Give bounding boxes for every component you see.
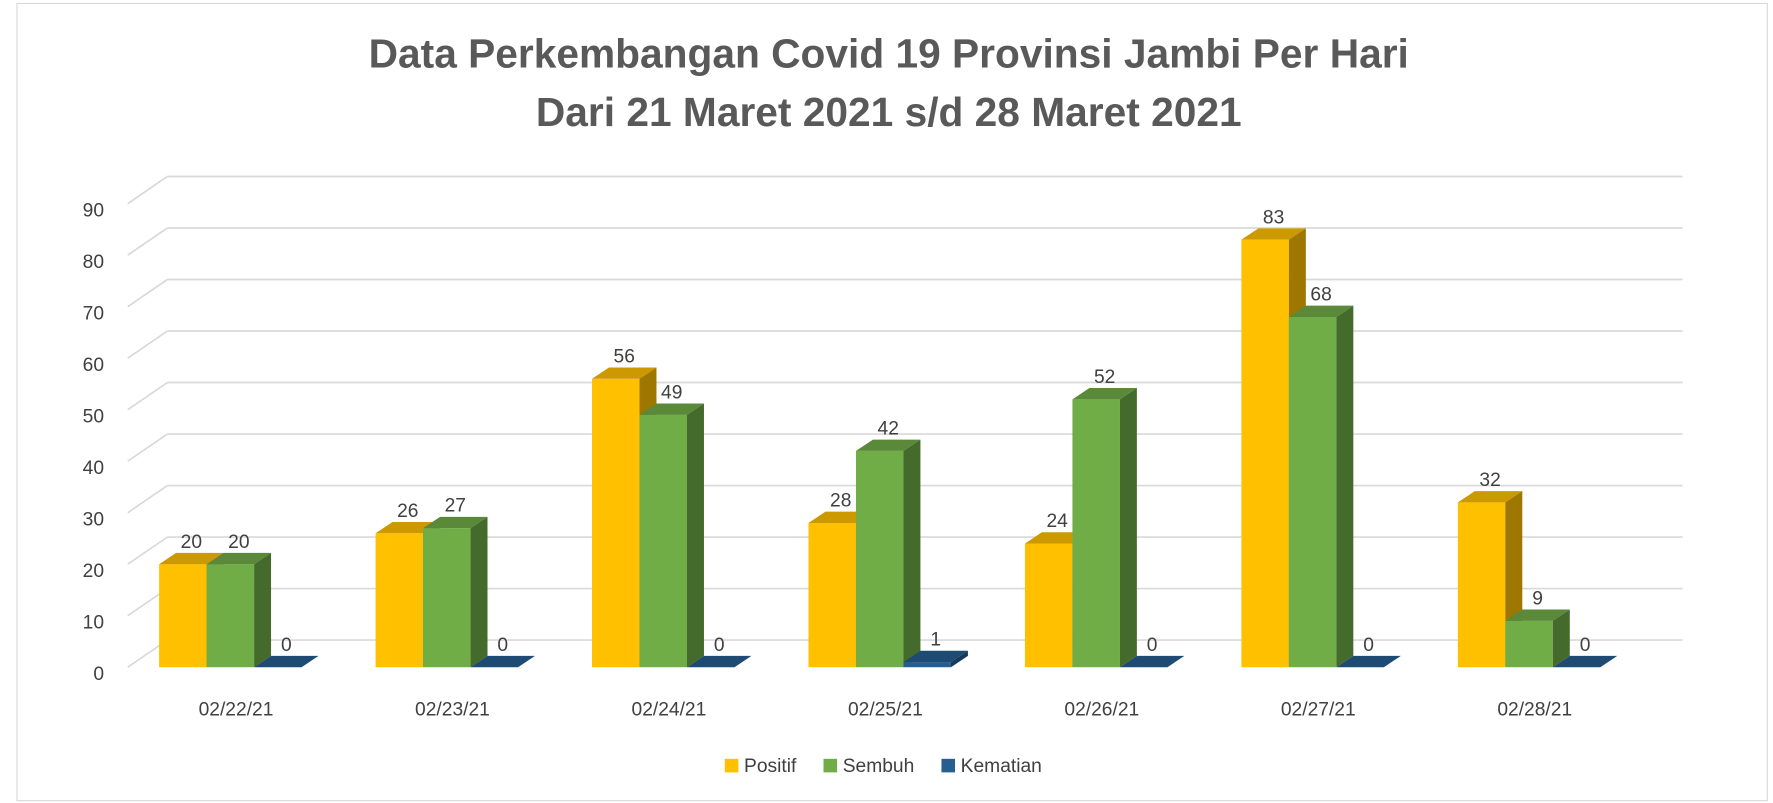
x-tick-label: 02/22/21 (199, 699, 274, 720)
x-tick-label: 02/26/21 (1064, 699, 1139, 720)
bar-front (1457, 502, 1506, 668)
data-label: 56 (614, 346, 635, 367)
bar-front (206, 564, 255, 668)
legend-swatch (941, 758, 956, 773)
y-tick-label: 70 (83, 304, 104, 325)
data-label: 42 (878, 418, 899, 439)
y-tick-label: 80 (83, 252, 104, 273)
bar-front (159, 564, 207, 668)
data-label: 52 (1094, 367, 1115, 388)
data-label: 0 (1147, 635, 1158, 656)
y-tick-label: 20 (83, 561, 104, 582)
data-label: 0 (497, 635, 508, 656)
y-tick-label: 50 (83, 407, 104, 428)
bar-top (855, 439, 921, 451)
legend-swatch (823, 758, 838, 773)
bar-top (1505, 609, 1570, 621)
y-tick-label: 90 (83, 201, 104, 222)
bar-side (1336, 305, 1354, 668)
bar-top (159, 552, 224, 565)
bar-front (375, 533, 424, 668)
bar-top (254, 655, 319, 668)
bar-side (470, 516, 488, 668)
bar-top (1336, 655, 1401, 668)
grid-line-side (127, 433, 168, 462)
data-label: 9 (1532, 588, 1543, 609)
bar-top (687, 655, 752, 668)
data-label: 0 (714, 635, 725, 656)
bar-top (1457, 491, 1523, 503)
bar-front (903, 662, 951, 668)
data-label: 83 (1263, 207, 1284, 228)
data-label: 1 (930, 630, 941, 651)
grid-line-side (127, 536, 168, 565)
y-tick-label: 40 (83, 458, 104, 479)
data-label: 0 (1580, 635, 1591, 656)
bar-side (950, 650, 968, 668)
bar-front (1288, 316, 1337, 668)
bar-top (1119, 655, 1185, 668)
legend-label: Kematian (961, 756, 1042, 777)
data-label: 24 (1046, 511, 1068, 532)
bar-top (639, 403, 704, 415)
x-tick-label: 02/28/21 (1497, 699, 1572, 720)
data-label: 28 (830, 491, 851, 512)
bar-front (1072, 399, 1120, 668)
grid-line-side (127, 330, 168, 359)
bar-front (423, 528, 471, 668)
bar-front (855, 450, 904, 668)
x-tick-label: 02/25/21 (848, 699, 923, 720)
bar-side (1552, 609, 1570, 668)
bar-front (808, 522, 856, 668)
y-tick-label: 0 (93, 664, 104, 685)
bar-top (1072, 388, 1137, 400)
data-label: 20 (228, 532, 249, 553)
bar-front (639, 414, 688, 668)
bar-top (592, 367, 657, 379)
legend-swatch (724, 758, 739, 773)
bar-top (1288, 305, 1354, 317)
chart-title: Data Perkembangan Covid 19 Provinsi Jamb… (369, 30, 1409, 76)
legend-label: Sembuh (843, 756, 915, 777)
bar-top (903, 650, 968, 663)
data-label: 68 (1310, 285, 1331, 306)
grid-line-side (127, 227, 168, 256)
data-label: 32 (1479, 470, 1500, 491)
y-tick-label: 30 (83, 510, 104, 531)
bar-side (687, 403, 704, 668)
y-tick-label: 10 (83, 613, 104, 634)
data-label: 49 (661, 382, 682, 403)
x-tick-label: 02/23/21 (415, 699, 490, 720)
data-label: 27 (445, 496, 466, 517)
chart-subtitle: Dari 21 Maret 2021 s/d 28 Maret 2021 (536, 89, 1242, 135)
grid-line-side (127, 381, 168, 411)
bar-top (1552, 655, 1618, 668)
bar-front (1241, 239, 1289, 668)
bar-front (1505, 620, 1553, 668)
grid-line-side (127, 278, 168, 308)
y-tick-label: 60 (83, 355, 104, 376)
bar-top (1241, 228, 1306, 240)
bar-side (903, 439, 921, 668)
grid-line-side (127, 175, 168, 205)
data-label: 20 (181, 532, 202, 553)
data-label: 26 (397, 501, 418, 522)
x-tick-label: 02/27/21 (1281, 699, 1356, 720)
bar-top (423, 516, 488, 529)
bar-side (254, 552, 272, 668)
bar-top (470, 655, 536, 668)
bar-front (1024, 543, 1073, 668)
bar-top (206, 552, 272, 565)
legend-label: Positif (744, 756, 797, 777)
x-tick-label: 02/24/21 (632, 699, 707, 720)
grid-line-side (127, 484, 168, 514)
data-label: 0 (281, 635, 292, 656)
bar-side (1119, 388, 1137, 668)
chart-frame (16, 2, 1768, 802)
bar-front (592, 378, 640, 668)
data-label: 0 (1363, 635, 1374, 656)
